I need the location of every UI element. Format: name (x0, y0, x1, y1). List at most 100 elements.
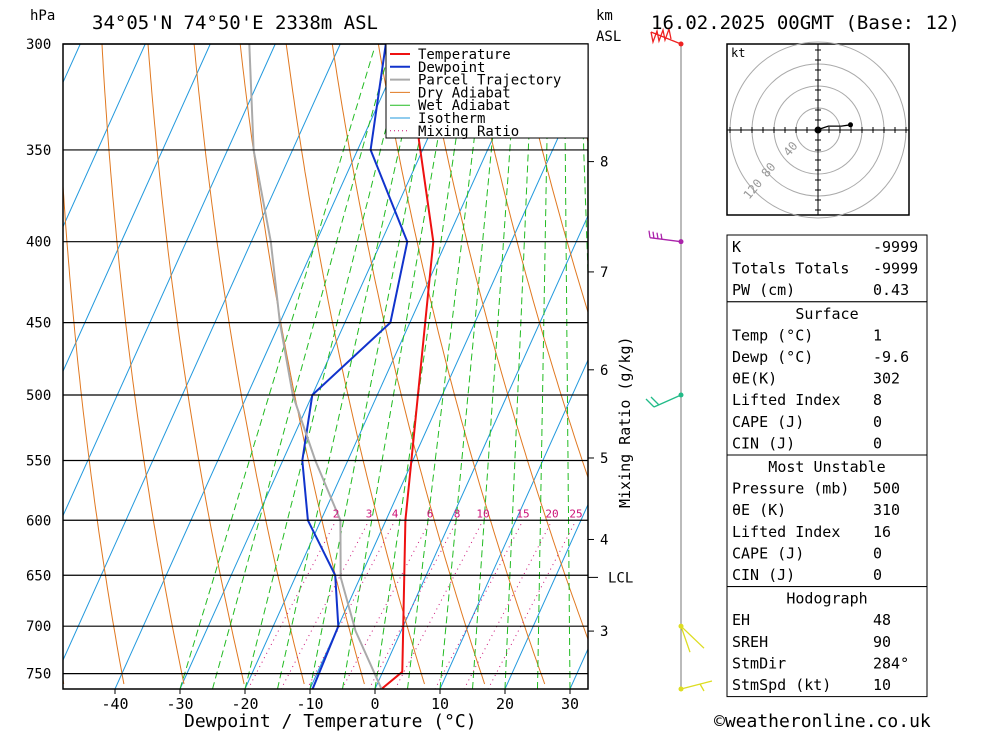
table-row-label: EH (732, 611, 750, 629)
table-row-label: Totals Totals (732, 260, 849, 278)
table-row-label: CAPE (J) (732, 413, 804, 431)
x-axis-label: Dewpoint / Temperature (°C) (184, 711, 477, 732)
dry-adiabat-line (931, 44, 1000, 684)
wet-adiabat-line (277, 48, 423, 689)
km-tick-label: 7 (600, 265, 608, 281)
table-row-label: Lifted Index (732, 523, 840, 541)
table-row-label: Temp (°C) (732, 326, 813, 344)
x-tick-label: -20 (231, 695, 258, 713)
x-tick-label: 0 (370, 695, 379, 713)
dry-adiabat-line (63, 675, 65, 685)
wet-adiabat-line (579, 48, 588, 287)
wet-adiabat-line (309, 48, 439, 689)
table-row-value: 90 (873, 633, 891, 651)
legend-entry: Mixing Ratio (418, 124, 519, 140)
table-section (726, 454, 928, 588)
x-tick-label: 30 (561, 695, 579, 713)
location-title: 34°05'N 74°50'E 2338m ASL (92, 12, 378, 34)
isotherm-line (0, 44, 15, 689)
isotherm-line (63, 44, 276, 517)
table-row-label: StmDir (732, 654, 786, 672)
x-tick-label: -40 (101, 695, 128, 713)
table-row-value: 48 (873, 611, 891, 629)
mixing-ratio-line (394, 524, 482, 689)
parcel-trajectory-series-line (248, 44, 383, 689)
wet-adiabat-line (537, 48, 549, 689)
legend-box (385, 43, 589, 139)
isotherm-line (504, 503, 588, 689)
wet-adiabat-line (212, 48, 391, 689)
table-row-value: 8 (873, 391, 882, 409)
pressure-tick-label: 700 (26, 619, 51, 635)
mixing-ratio-label: 15 (516, 507, 529, 520)
table-row-value: 10 (873, 676, 891, 694)
isotherm-line (63, 44, 146, 228)
plot-lines (0, 44, 1000, 689)
wet-adiabat-line (342, 48, 454, 689)
mixing-ratio-label: 10 (476, 507, 489, 520)
table-section (726, 234, 928, 303)
copyright: ©weatheronline.co.uk (714, 711, 931, 732)
x-tick-label: -30 (166, 695, 193, 713)
mixing-ratio-line (368, 524, 456, 689)
table-row-value: 16 (873, 523, 891, 541)
mixing-ratio-label: 2 (333, 507, 340, 520)
km-label: km (596, 8, 613, 24)
table-row-value: 0.43 (873, 281, 909, 299)
km-tick-label: 4 (600, 532, 608, 548)
table-row-value: 284° (873, 654, 909, 672)
mixing-ratio-line (487, 524, 575, 689)
hodograph-start-dot (814, 126, 822, 134)
asl-label: ASL (596, 29, 621, 45)
dewpoint-series-line (301, 44, 409, 689)
isotherm-line (179, 44, 471, 689)
legend-entry: Wet Adiabat (418, 98, 511, 114)
table-row-value: 302 (873, 370, 900, 388)
isotherm-line (63, 44, 211, 373)
wet-adiabat-line (179, 48, 375, 689)
table-section-title: Hodograph (786, 590, 867, 608)
dry-adiabat-line (147, 44, 245, 685)
mixing-ratio-label: 20 (545, 507, 558, 520)
dry-adiabat-line (63, 178, 125, 685)
pressure-tick-label: 350 (26, 143, 51, 159)
table-row-label: PW (cm) (732, 281, 795, 299)
dry-adiabat-line (377, 44, 546, 685)
table-row-label: CIN (J) (732, 434, 795, 452)
mixing-ratio-line (306, 524, 394, 689)
pressure-tick-label: 750 (26, 667, 51, 683)
mixing-ratio-label: 8 (454, 507, 461, 520)
wet-adiabat-line (563, 49, 571, 689)
x-tick-label: 10 (431, 695, 449, 713)
mixing-ratio-label: 4 (392, 507, 399, 520)
x-tick-label: -10 (296, 695, 323, 713)
wind-barb (645, 394, 682, 408)
wind-barb (680, 625, 705, 653)
pressure-tick-label: 550 (26, 453, 51, 469)
dry-adiabat-line (470, 44, 588, 480)
isotherm-line (374, 214, 588, 689)
dry-adiabat-line (193, 44, 305, 685)
mixing-ratio-label: 25 (569, 507, 582, 520)
mixing-ratio-line (463, 524, 551, 689)
wet-adiabat-line (374, 48, 470, 689)
table-row-value: 0 (873, 413, 882, 431)
isotherm-line (244, 44, 536, 689)
table-row-value: -9999 (873, 260, 918, 278)
table-row-value: -9999 (873, 238, 918, 256)
wet-adiabat-line (472, 48, 518, 689)
table-section-title: Surface (795, 305, 858, 323)
mixing-ratio-line (247, 524, 335, 689)
table-section (726, 301, 928, 456)
hodograph-end-dot (848, 122, 853, 128)
legend-entry: Dry Adiabat (418, 85, 511, 101)
mixing-ratio-axis-label: Mixing Ratio (g/kg) (616, 336, 634, 508)
km-tick-label: 6 (600, 363, 608, 379)
km-tick-label: 5 (600, 451, 608, 467)
km-tick-label: 8 (600, 155, 608, 171)
hodograph-unit: kt (731, 46, 745, 60)
dry-adiabat-line (285, 44, 425, 685)
pressure-tick-label: 300 (26, 37, 51, 53)
